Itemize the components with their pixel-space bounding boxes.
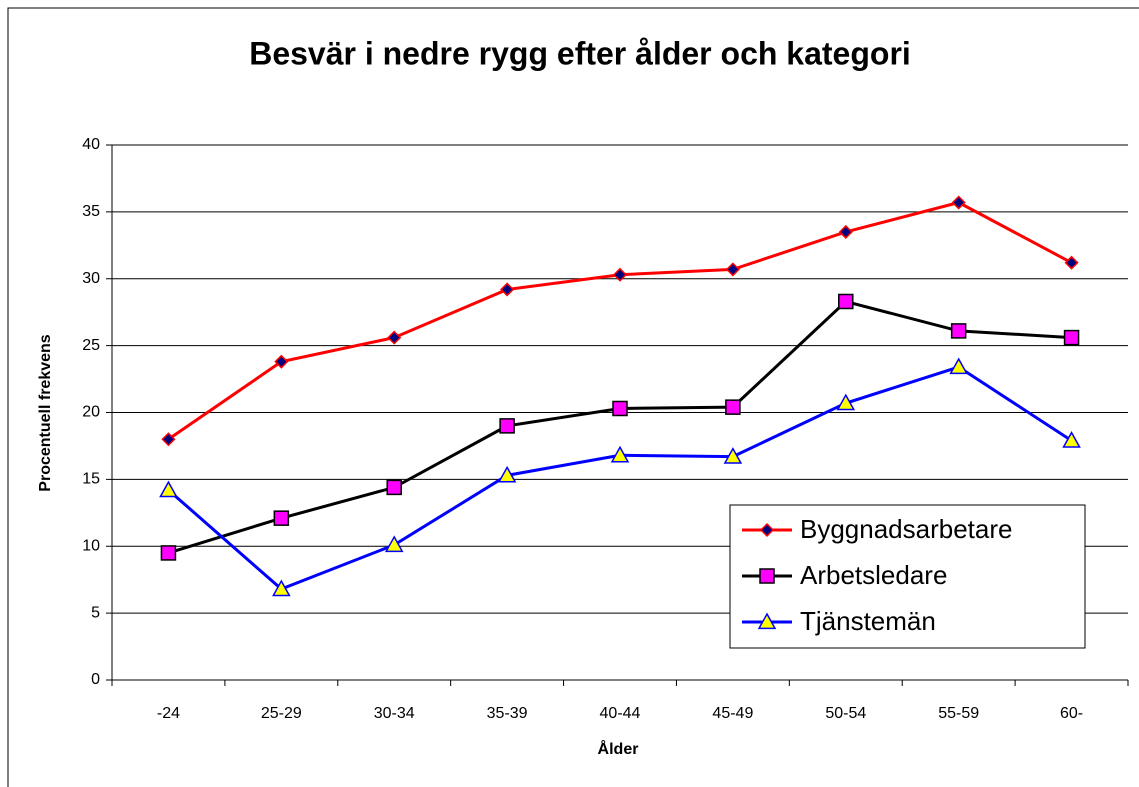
marker	[610, 445, 630, 463]
y-tick-label: 30	[82, 270, 100, 287]
marker	[725, 399, 741, 415]
marker	[757, 612, 777, 630]
marker	[160, 545, 177, 561]
marker	[759, 568, 775, 584]
marker	[386, 479, 402, 496]
y-tick-label: 25	[82, 337, 100, 354]
marker	[384, 535, 404, 553]
marker	[500, 282, 515, 297]
legend-label: Tjänstemän	[800, 606, 936, 636]
x-tick-label: 35-39	[487, 705, 528, 722]
y-tick-label: 15	[82, 471, 100, 488]
x-tick-label: 50-54	[825, 705, 866, 722]
y-tick-label: 0	[91, 671, 100, 688]
marker	[951, 195, 966, 210]
y-tick-label: 10	[82, 537, 100, 554]
marker	[836, 393, 856, 411]
marker	[1063, 329, 1080, 346]
marker	[159, 480, 178, 498]
x-tick-label: 55-59	[938, 705, 979, 722]
y-axis-label: Procentuell frekvens	[37, 334, 54, 492]
x-tick-label: -24	[157, 705, 180, 722]
marker	[272, 579, 291, 597]
marker	[497, 465, 517, 483]
marker	[499, 418, 515, 434]
x-tick-label: 30-34	[374, 705, 415, 722]
legend-label: Byggnadsarbetare	[800, 514, 1012, 544]
x-tick-label: 25-29	[261, 705, 302, 722]
y-tick-label: 40	[82, 136, 100, 153]
x-tick-label: 45-49	[712, 705, 753, 722]
marker	[838, 293, 854, 310]
legend-label: Arbetsledare	[800, 560, 947, 590]
marker	[723, 447, 743, 464]
marker	[274, 354, 289, 369]
x-tick-label: 40-44	[600, 705, 641, 722]
y-tick-label: 20	[82, 404, 100, 421]
y-tick-label: 35	[82, 203, 100, 220]
x-tick-label: 60-	[1060, 705, 1083, 722]
marker	[1062, 431, 1081, 448]
marker	[387, 330, 402, 345]
marker	[612, 267, 628, 282]
marker	[273, 510, 290, 526]
chart-frame	[7, 7, 1139, 787]
marker	[1064, 255, 1079, 270]
y-tick-label: 5	[91, 604, 100, 621]
marker	[161, 432, 176, 447]
marker	[725, 262, 740, 277]
x-axis-label: Ålder	[598, 739, 639, 758]
marker	[838, 224, 853, 239]
marker	[950, 323, 967, 339]
chart-title: Besvär i nedre rygg efter ålder och kate…	[249, 35, 911, 71]
marker	[759, 522, 775, 538]
marker	[612, 400, 628, 417]
marker	[949, 357, 968, 375]
